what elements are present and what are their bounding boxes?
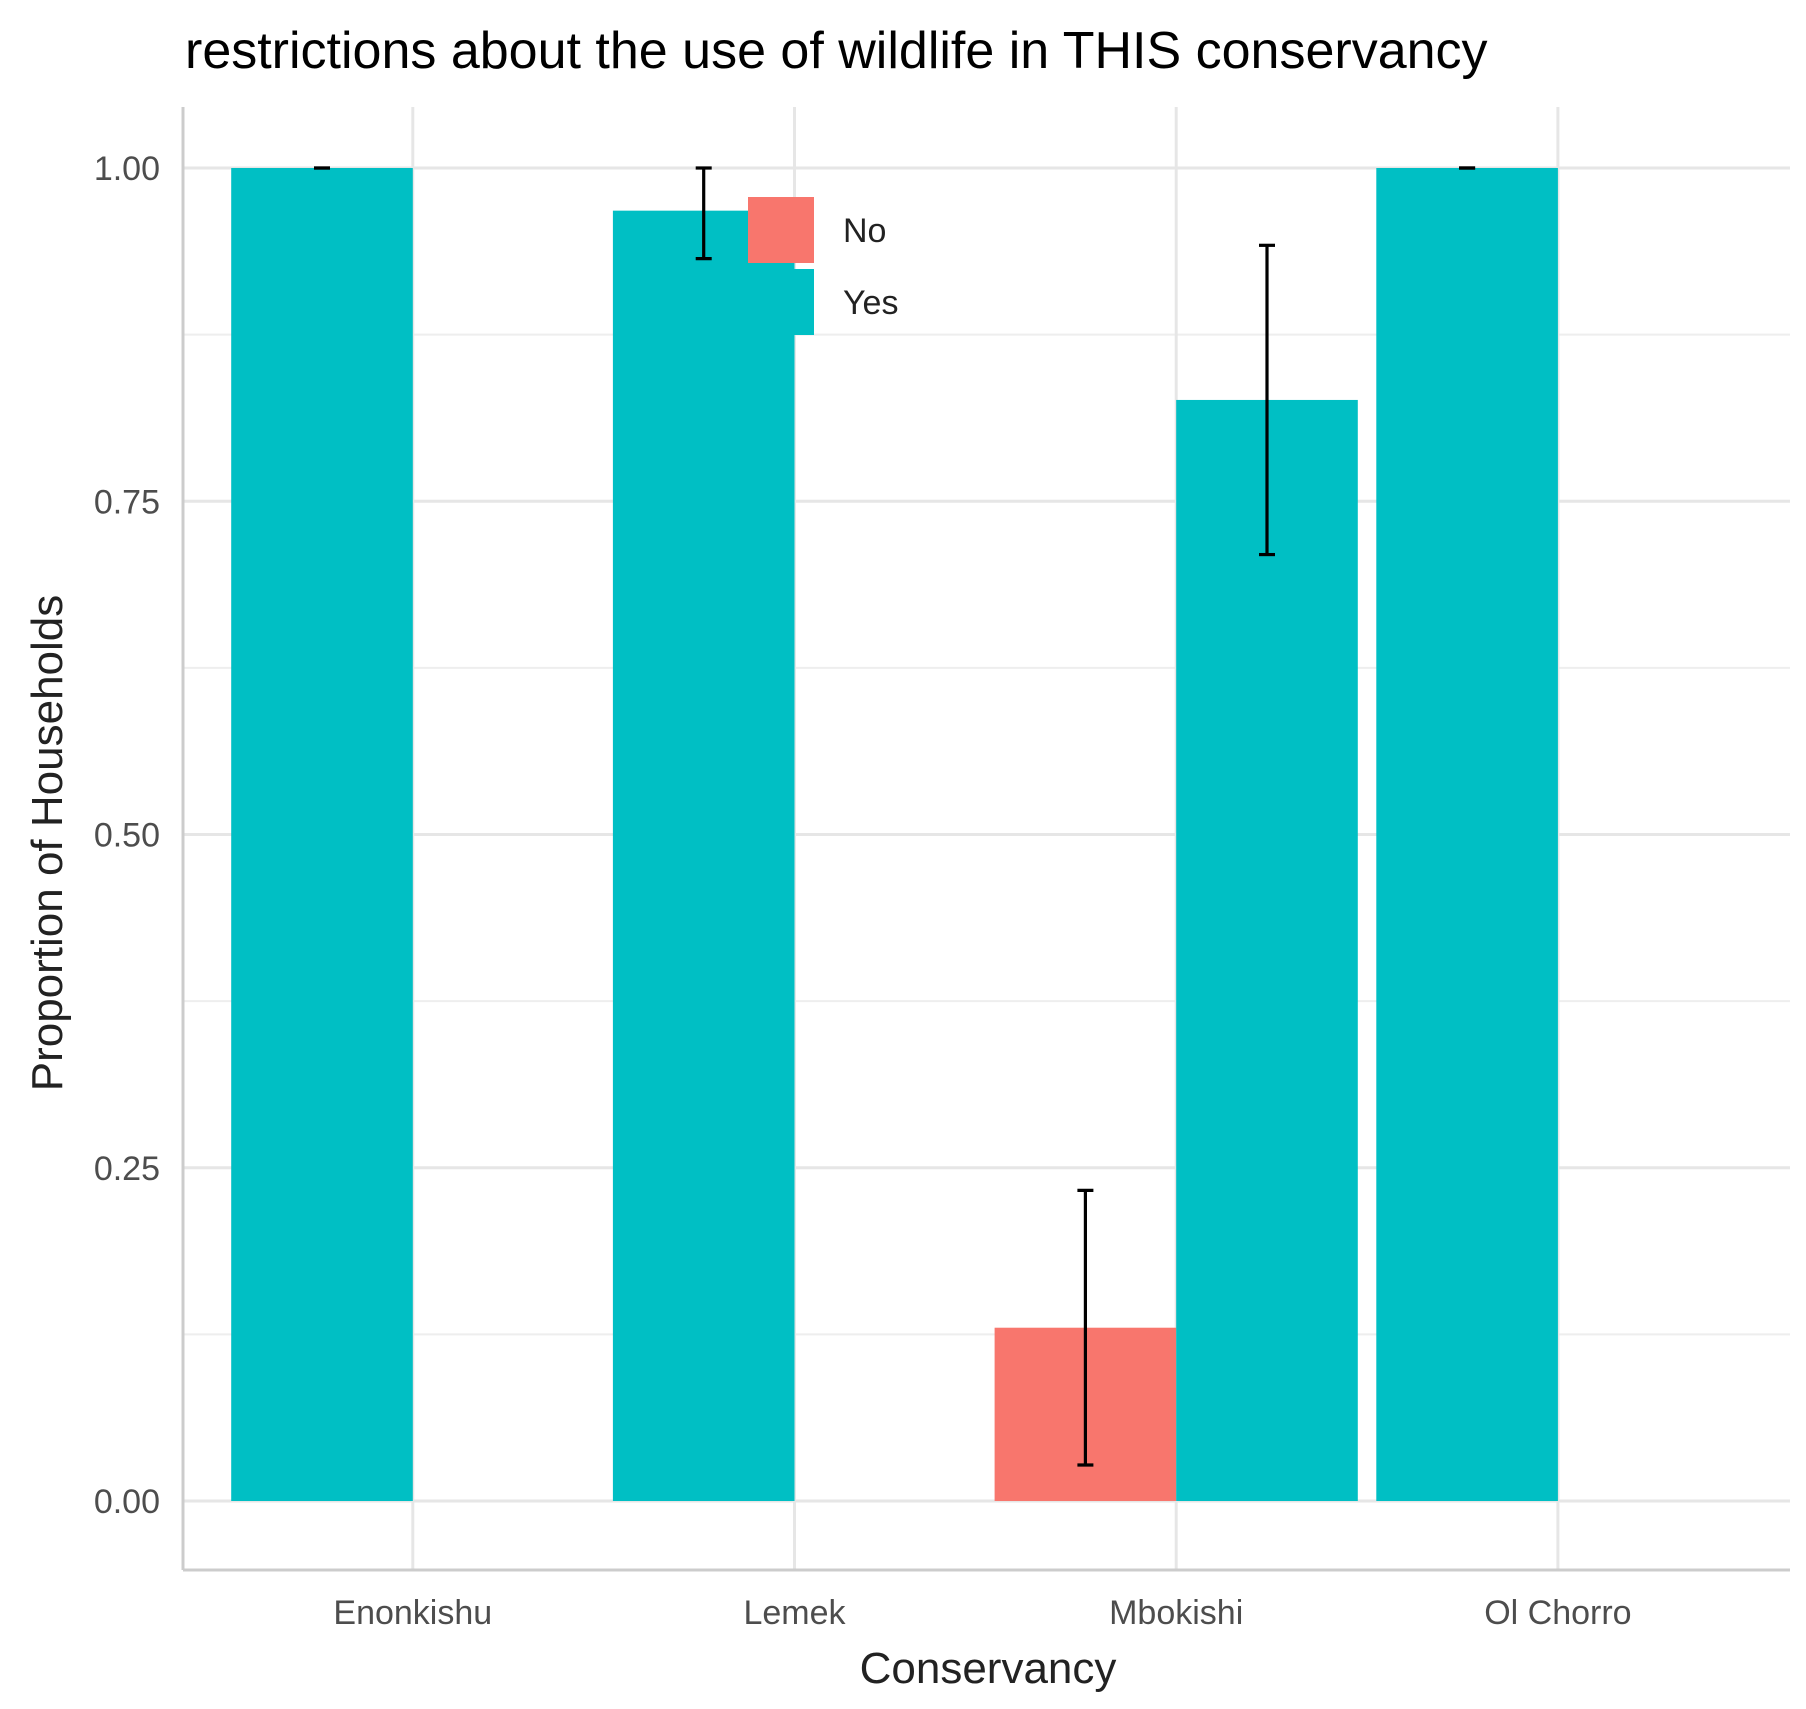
x-axis-title: Conservancy <box>860 1644 1117 1693</box>
x-tick-label: Enonkishu <box>333 1594 492 1632</box>
y-tick-label: 0.25 <box>94 1150 160 1188</box>
y-tick-label: 0.00 <box>94 1483 160 1521</box>
legend-label-no: No <box>843 212 886 250</box>
legend: No Yes <box>748 197 898 335</box>
bar-enonkishu-yes <box>231 168 413 1501</box>
error-bar-lemek-yes <box>695 166 712 261</box>
error-bar-mbokishi-yes <box>1259 243 1275 557</box>
x-tick-label: Mbokishi <box>1109 1594 1243 1632</box>
legend-key-yes <box>748 269 814 335</box>
chart-title: restrictions about the use of wildlife i… <box>185 22 1488 80</box>
legend-key-no <box>748 197 814 263</box>
bars <box>231 168 1558 1501</box>
bar-mbokishi-yes <box>1176 399 1358 1501</box>
x-tick-label: Lemek <box>743 1594 846 1632</box>
y-tick-label: 0.50 <box>94 817 160 855</box>
error-bar-mbokishi-no <box>1077 1188 1094 1467</box>
error-bars <box>314 166 1476 1467</box>
bar-ol-chorro-yes <box>1376 168 1558 1501</box>
y-tick-label: 0.75 <box>94 483 160 521</box>
legend-label-yes: Yes <box>843 284 898 322</box>
y-axis-title: Proportion of Households <box>23 595 72 1092</box>
x-tick-label: Ol Chorro <box>1484 1594 1631 1632</box>
y-tick-label: 1.00 <box>94 150 160 188</box>
bar-lemek-yes <box>612 210 795 1501</box>
axes: 0.00 0.25 0.50 0.75 1.00 Enonkishu Lemek Mbokis… <box>94 107 1790 1632</box>
